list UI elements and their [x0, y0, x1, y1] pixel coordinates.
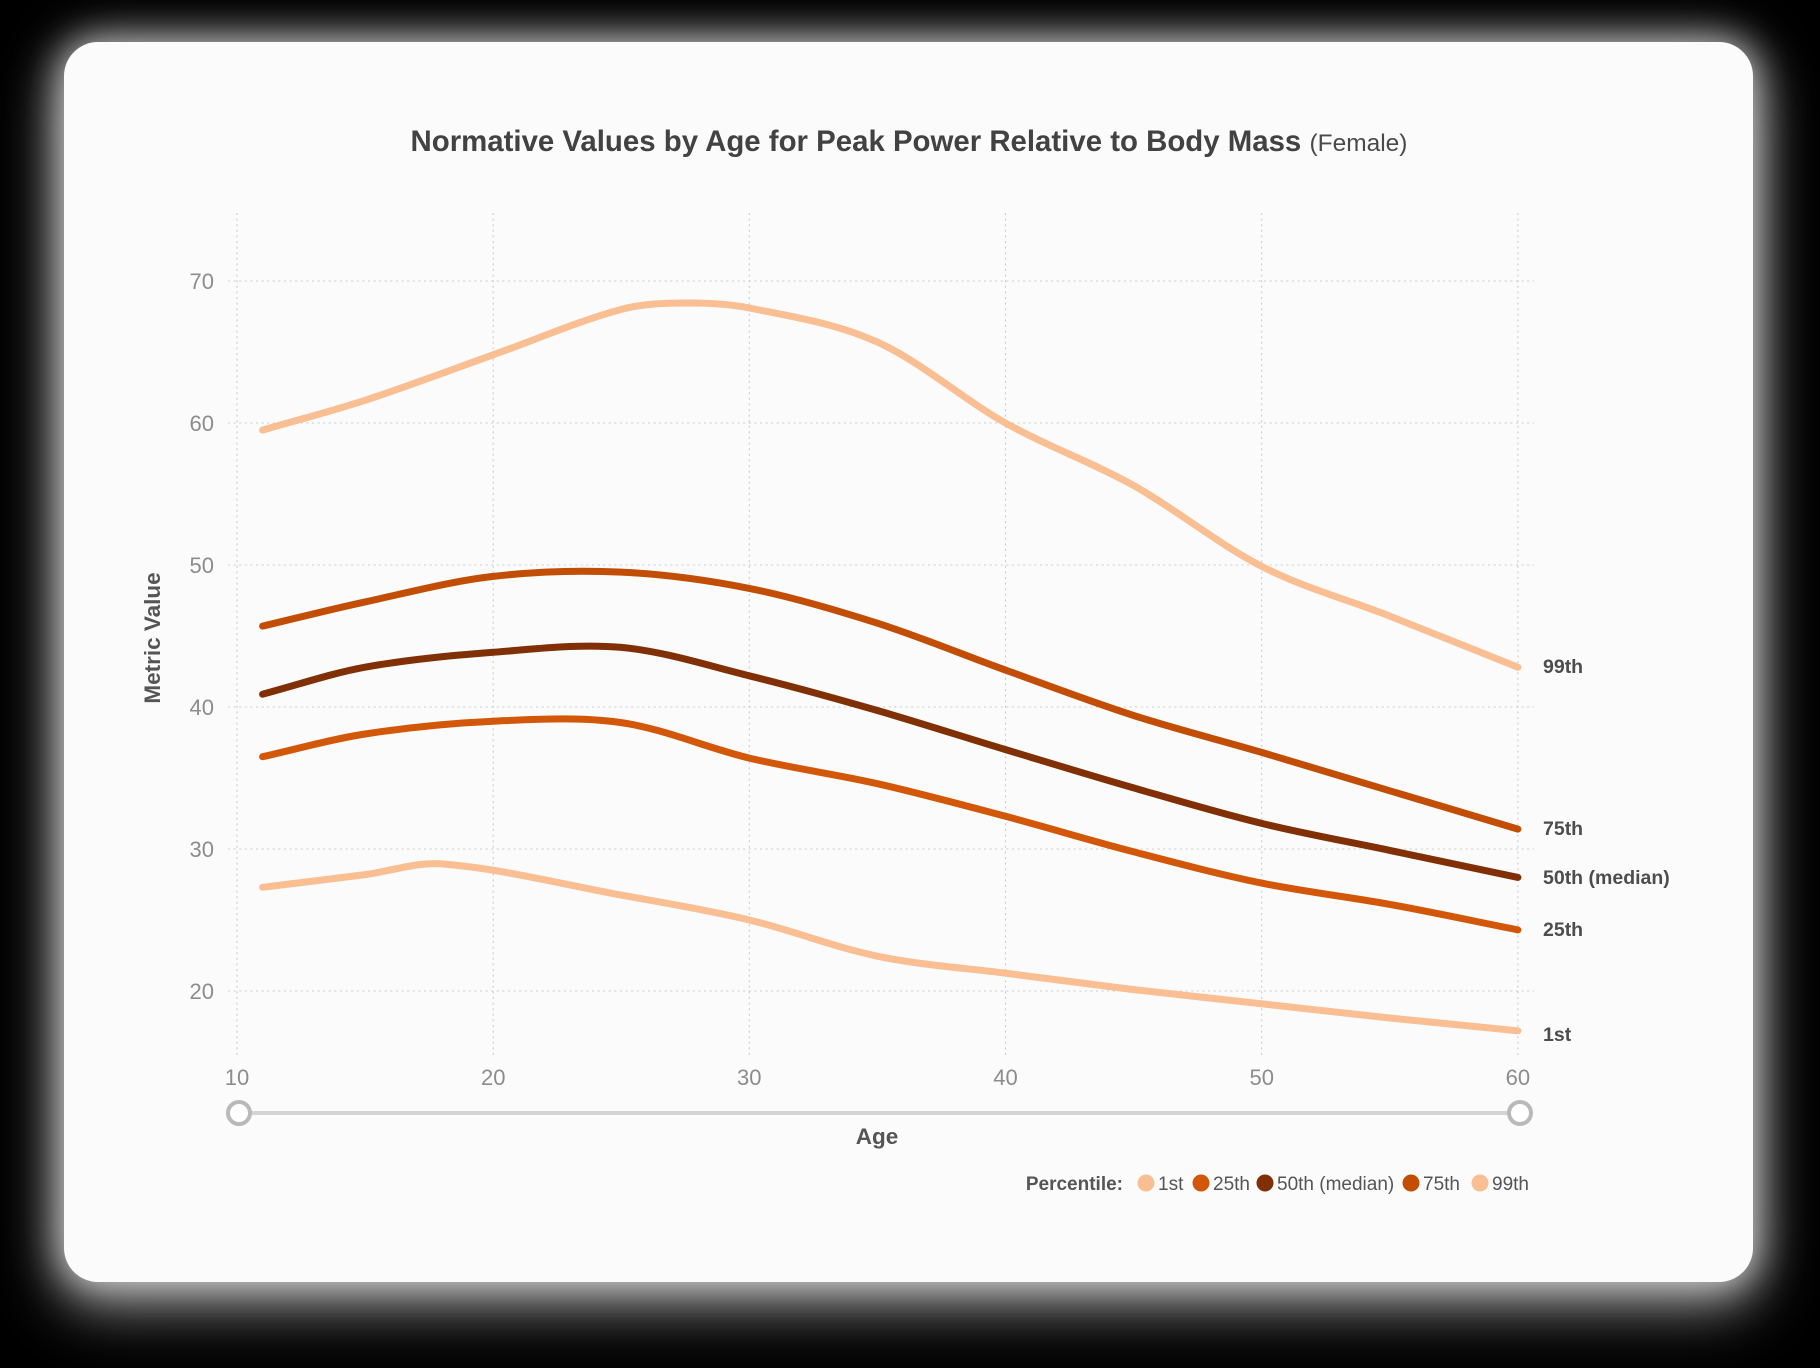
svg-text:30: 30 [190, 837, 214, 862]
svg-text:Normative Values by Age for Pe: Normative Values by Age for Peak Power R… [411, 125, 1408, 158]
svg-text:40: 40 [190, 695, 214, 720]
svg-text:50th (median): 50th (median) [1543, 867, 1670, 889]
svg-text:1st: 1st [1158, 1174, 1184, 1195]
svg-text:50: 50 [190, 553, 214, 578]
svg-text:10: 10 [225, 1065, 249, 1090]
svg-text:75th: 75th [1423, 1174, 1460, 1195]
svg-text:40: 40 [993, 1065, 1017, 1090]
svg-text:25th: 25th [1213, 1174, 1250, 1195]
svg-text:25th: 25th [1543, 919, 1583, 941]
svg-text:30: 30 [737, 1065, 761, 1090]
svg-text:20: 20 [190, 979, 214, 1004]
svg-text:70: 70 [190, 269, 214, 294]
svg-text:50th (median): 50th (median) [1277, 1174, 1394, 1195]
svg-text:1st: 1st [1543, 1024, 1572, 1046]
svg-text:20: 20 [481, 1065, 505, 1090]
svg-text:Metric Value: Metric Value [140, 572, 165, 703]
svg-text:75th: 75th [1543, 818, 1583, 840]
svg-text:99th: 99th [1543, 656, 1583, 678]
svg-text:50: 50 [1249, 1065, 1273, 1090]
svg-text:99th: 99th [1492, 1174, 1529, 1195]
svg-text:Age: Age [856, 1124, 899, 1149]
svg-text:60: 60 [190, 411, 214, 436]
svg-text:Percentile:: Percentile: [1026, 1174, 1123, 1195]
svg-text:60: 60 [1506, 1065, 1530, 1090]
